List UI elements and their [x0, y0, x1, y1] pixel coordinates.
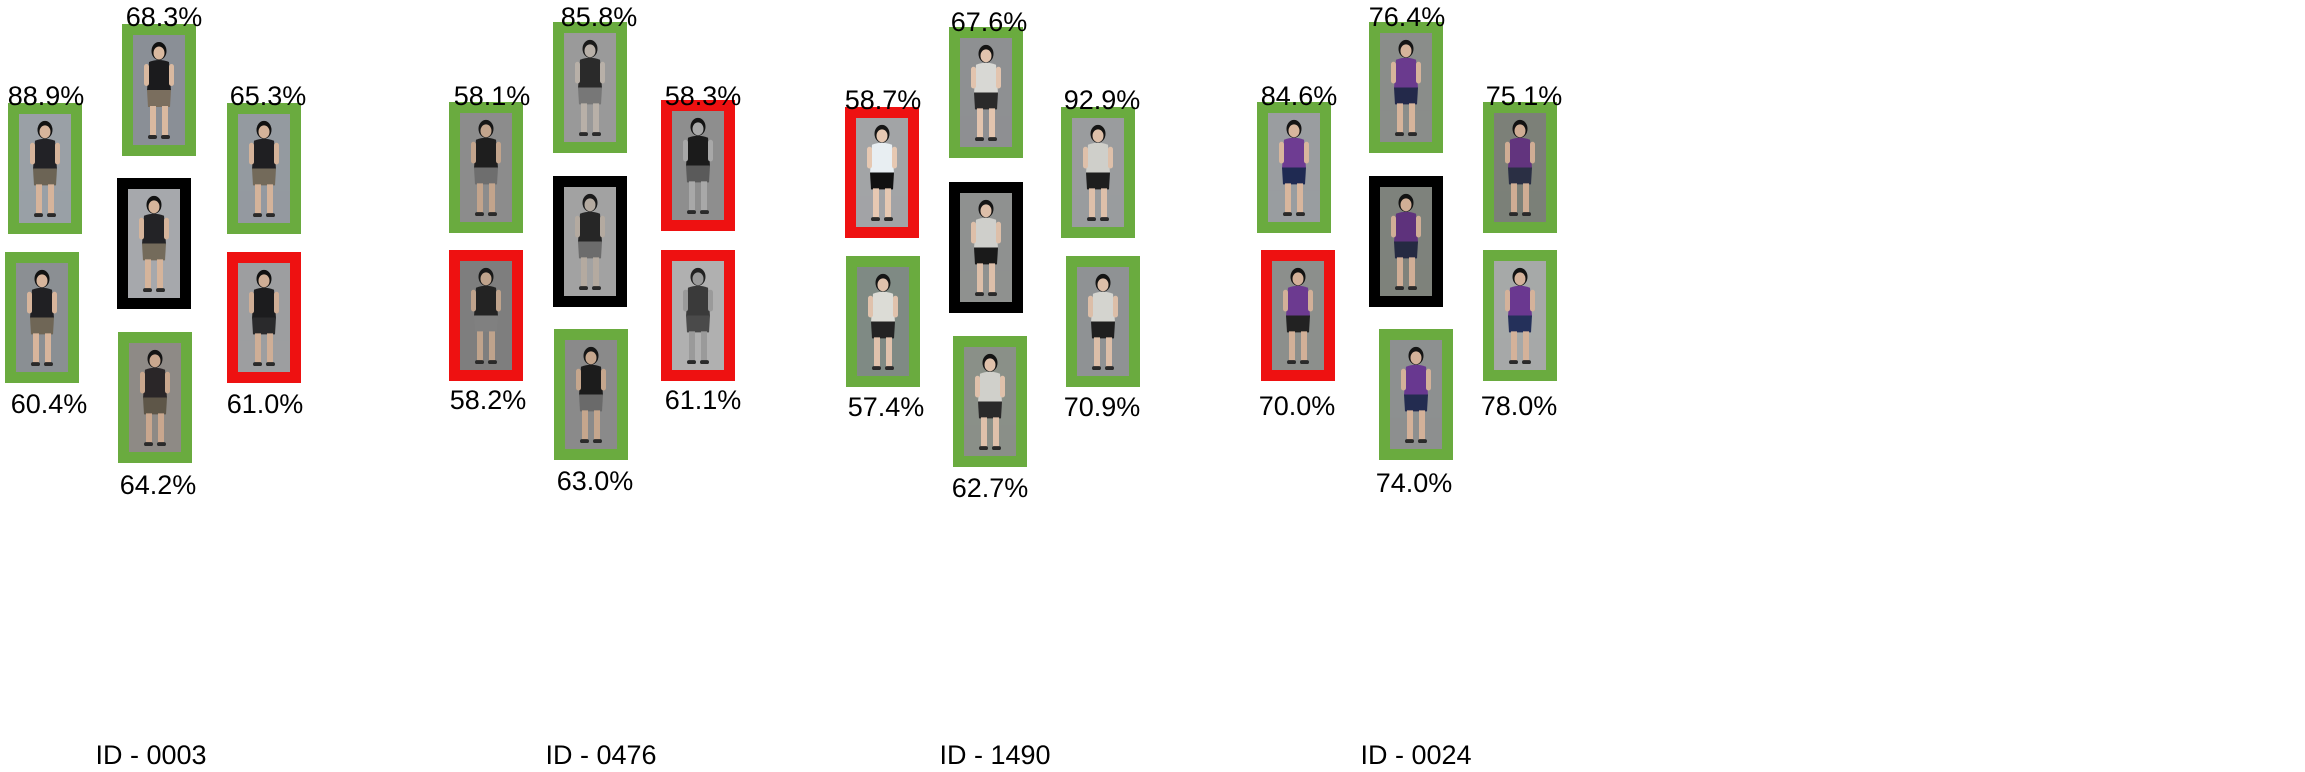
match-score-upper-right: 92.9%	[1063, 85, 1141, 115]
pedestrian-photo	[1272, 261, 1324, 370]
group-id-0003: 68.3% 88.9% 65.3% 60.4% 61.0% 64.2% ID -…	[0, 0, 576, 772]
match-score-top: 85.8%	[560, 2, 638, 32]
match-score-top: 76.4%	[1368, 2, 1446, 32]
match-crop-lower-left	[846, 256, 920, 387]
identity-label: ID - 1490	[939, 740, 1051, 770]
match-crop-lower-right	[661, 250, 735, 381]
match-score-bottom: 62.7%	[951, 473, 1029, 503]
match-score-lower-right: 61.0%	[226, 389, 304, 419]
pedestrian-photo	[564, 187, 616, 296]
match-score-lower-left: 57.4%	[847, 392, 925, 422]
match-crop-bottom	[554, 329, 628, 460]
identity-label: ID - 0003	[95, 740, 207, 770]
match-score-lower-left: 70.0%	[1258, 391, 1336, 421]
pedestrian-photo	[964, 347, 1016, 456]
match-score-upper-right: 75.1%	[1485, 81, 1563, 111]
pedestrian-photo	[129, 343, 181, 452]
match-crop-upper-right	[227, 103, 301, 234]
pedestrian-photo	[1268, 113, 1320, 222]
match-crop-top	[1369, 22, 1443, 153]
group-id-0024: 76.4% 84.6% 75.1% 70.0% 78.0% 74.0% ID -…	[1255, 0, 1831, 772]
match-score-lower-right: 61.1%	[664, 385, 742, 415]
pedestrian-photo	[672, 261, 724, 370]
match-score-upper-left: 88.9%	[7, 81, 85, 111]
pedestrian-photo	[1072, 118, 1124, 227]
match-crop-upper-right	[1061, 107, 1135, 238]
pedestrian-photo	[19, 114, 71, 223]
pedestrian-photo	[960, 193, 1012, 302]
query-crop	[117, 178, 191, 309]
match-crop-top	[553, 22, 627, 153]
match-score-upper-left: 58.7%	[844, 85, 922, 115]
pedestrian-photo	[565, 340, 617, 449]
match-crop-upper-left	[8, 103, 82, 234]
pedestrian-photo	[1390, 340, 1442, 449]
match-crop-lower-right	[1066, 256, 1140, 387]
match-score-lower-right: 78.0%	[1480, 391, 1558, 421]
pedestrian-photo	[1380, 187, 1432, 296]
pedestrian-photo	[1494, 261, 1546, 370]
identity-label: ID - 0476	[545, 740, 657, 770]
pedestrian-photo	[1077, 267, 1129, 376]
match-crop-top	[949, 27, 1023, 158]
match-crop-bottom	[953, 336, 1027, 467]
pedestrian-photo	[460, 113, 512, 222]
match-crop-upper-left	[449, 102, 523, 233]
match-crop-bottom	[118, 332, 192, 463]
match-crop-lower-left	[5, 252, 79, 383]
query-crop	[1369, 176, 1443, 307]
query-crop	[949, 182, 1023, 313]
match-score-top: 68.3%	[125, 2, 203, 32]
match-crop-lower-right	[227, 252, 301, 383]
query-crop	[553, 176, 627, 307]
match-score-upper-left: 58.1%	[453, 81, 531, 111]
match-crop-lower-left	[1261, 250, 1335, 381]
pedestrian-photo	[1380, 33, 1432, 142]
match-crop-bottom	[1379, 329, 1453, 460]
pedestrian-photo	[238, 114, 290, 223]
pedestrian-photo	[960, 38, 1012, 147]
match-crop-upper-right	[661, 100, 735, 231]
match-score-lower-right: 70.9%	[1063, 392, 1141, 422]
pedestrian-photo	[460, 261, 512, 370]
match-score-bottom: 74.0%	[1375, 468, 1453, 498]
match-score-bottom: 64.2%	[119, 470, 197, 500]
match-score-top: 67.6%	[950, 7, 1028, 37]
pedestrian-photo	[672, 111, 724, 220]
match-score-upper-right: 65.3%	[229, 81, 307, 111]
group-id-0476: 85.8% 58.1% 58.3% 58.2% 61.1% 63.0% ID -…	[447, 0, 1023, 772]
match-score-bottom: 63.0%	[556, 466, 634, 496]
pedestrian-photo	[128, 189, 180, 298]
match-crop-upper-left	[1257, 102, 1331, 233]
match-score-lower-left: 58.2%	[449, 385, 527, 415]
group-id-1490: 67.6% 58.7% 92.9% 57.4% 70.9% 62.7% ID -…	[844, 0, 1420, 772]
match-score-upper-left: 84.6%	[1260, 81, 1338, 111]
pedestrian-photo	[238, 263, 290, 372]
match-crop-lower-right	[1483, 250, 1557, 381]
identity-label: ID - 0024	[1360, 740, 1472, 770]
match-score-lower-left: 60.4%	[10, 389, 88, 419]
match-crop-upper-left	[845, 107, 919, 238]
match-crop-top	[122, 24, 196, 156]
pedestrian-photo	[856, 118, 908, 227]
match-crop-upper-right	[1483, 102, 1557, 233]
match-score-upper-right: 58.3%	[664, 81, 742, 111]
pedestrian-photo	[564, 33, 616, 142]
pedestrian-photo	[857, 267, 909, 376]
pedestrian-photo	[16, 263, 68, 372]
pedestrian-photo	[133, 35, 185, 145]
pedestrian-photo	[1494, 113, 1546, 222]
match-crop-lower-left	[449, 250, 523, 381]
